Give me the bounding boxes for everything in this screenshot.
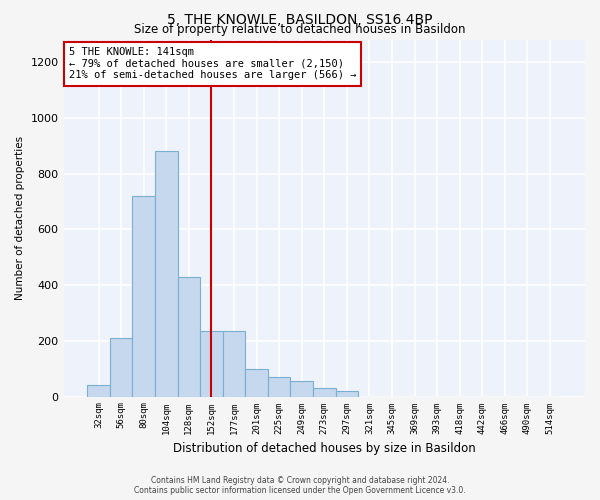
Text: 5 THE KNOWLE: 141sqm
← 79% of detached houses are smaller (2,150)
21% of semi-de: 5 THE KNOWLE: 141sqm ← 79% of detached h…	[69, 47, 356, 80]
Bar	[200, 331, 223, 396]
Bar	[223, 331, 245, 396]
Bar	[245, 368, 268, 396]
Bar	[290, 381, 313, 396]
Bar	[133, 196, 155, 396]
Text: Size of property relative to detached houses in Basildon: Size of property relative to detached ho…	[134, 22, 466, 36]
Bar	[335, 391, 358, 396]
Bar	[110, 338, 133, 396]
Bar	[268, 377, 290, 396]
Text: 5, THE KNOWLE, BASILDON, SS16 4BP: 5, THE KNOWLE, BASILDON, SS16 4BP	[167, 12, 433, 26]
X-axis label: Distribution of detached houses by size in Basildon: Distribution of detached houses by size …	[173, 442, 476, 455]
Bar	[87, 386, 110, 396]
Bar	[313, 388, 335, 396]
Y-axis label: Number of detached properties: Number of detached properties	[15, 136, 25, 300]
Bar	[155, 152, 178, 396]
Bar	[178, 277, 200, 396]
Text: Contains HM Land Registry data © Crown copyright and database right 2024.
Contai: Contains HM Land Registry data © Crown c…	[134, 476, 466, 495]
